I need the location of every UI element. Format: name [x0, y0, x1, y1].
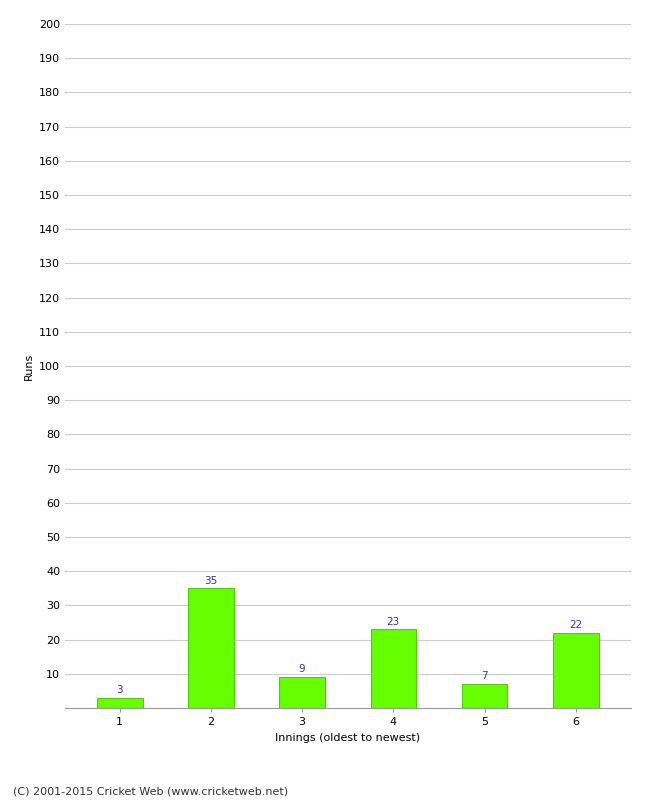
- Bar: [188, 588, 234, 708]
- Bar: [462, 684, 508, 708]
- Bar: [370, 630, 416, 708]
- Text: 35: 35: [204, 575, 218, 586]
- Text: (C) 2001-2015 Cricket Web (www.cricketweb.net): (C) 2001-2015 Cricket Web (www.cricketwe…: [13, 786, 288, 796]
- Bar: [280, 678, 325, 708]
- Text: 9: 9: [299, 665, 305, 674]
- Text: 7: 7: [481, 671, 488, 682]
- Text: 23: 23: [387, 617, 400, 626]
- Y-axis label: Runs: Runs: [23, 352, 33, 380]
- X-axis label: Innings (oldest to newest): Innings (oldest to newest): [275, 733, 421, 742]
- Text: 22: 22: [569, 620, 582, 630]
- Bar: [553, 633, 599, 708]
- Text: 3: 3: [116, 685, 123, 695]
- Bar: [97, 698, 142, 708]
